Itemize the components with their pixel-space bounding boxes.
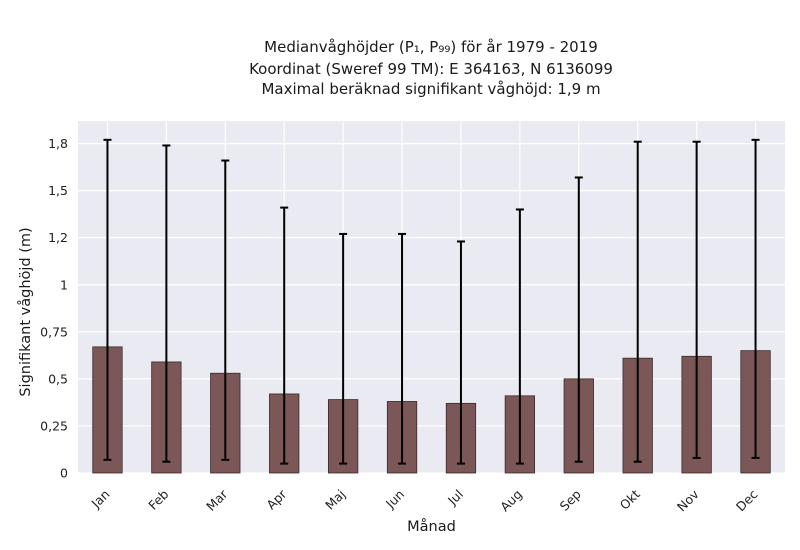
y-tick-label: 1,8 — [48, 136, 68, 151]
chart-title: Medianvåghöjder (P₁, P₉₉) för år 1979 - … — [249, 38, 613, 98]
title-line-2: Koordinat (Sweref 99 TM): E 364163, N 61… — [249, 60, 613, 78]
y-tick-label: 0 — [60, 466, 68, 481]
title-line-1: Medianvåghöjder (P₁, P₉₉) för år 1979 - … — [264, 38, 598, 56]
x-tick-label: Aug — [497, 487, 525, 515]
x-tick-label: Mar — [203, 486, 231, 514]
x-tick-label: Okt — [617, 486, 643, 512]
x-axis-label: Månad — [407, 518, 456, 535]
y-tick-label: 0,5 — [48, 371, 68, 386]
y-tick-label: 1,2 — [48, 230, 68, 245]
x-tick-label: Feb — [145, 486, 171, 512]
y-tick-label: 0,75 — [40, 324, 68, 339]
y-tick-labels: 0 0,25 0,5 0,75 1 1,2 1,5 1,8 — [40, 136, 68, 480]
x-tick-label: Nov — [674, 486, 702, 514]
error-bars — [103, 138, 760, 465]
y-tick-label: 0,25 — [40, 418, 68, 433]
x-tick-label: Apr — [263, 486, 290, 513]
title-line-3: Maximal beräknad signifikant våghöjd: 1,… — [261, 80, 600, 98]
x-tick-labels: Jan Feb Mar Apr Maj Jun Jul Aug Sep Okt Nov Dec — [88, 486, 761, 514]
x-tick-label: Jul — [444, 487, 466, 509]
x-tick-label: Sep — [557, 486, 584, 513]
y-tick-label: 1,5 — [48, 183, 68, 198]
x-tick-label: Jan — [88, 487, 113, 512]
x-tick-label: Maj — [322, 487, 348, 513]
y-axis-label: Signifikant våghöjd (m) — [17, 227, 34, 396]
x-tick-label: Jun — [382, 487, 407, 512]
x-tick-label: Dec — [733, 486, 761, 514]
plot-area — [78, 121, 785, 473]
y-tick-label: 1 — [60, 277, 68, 292]
